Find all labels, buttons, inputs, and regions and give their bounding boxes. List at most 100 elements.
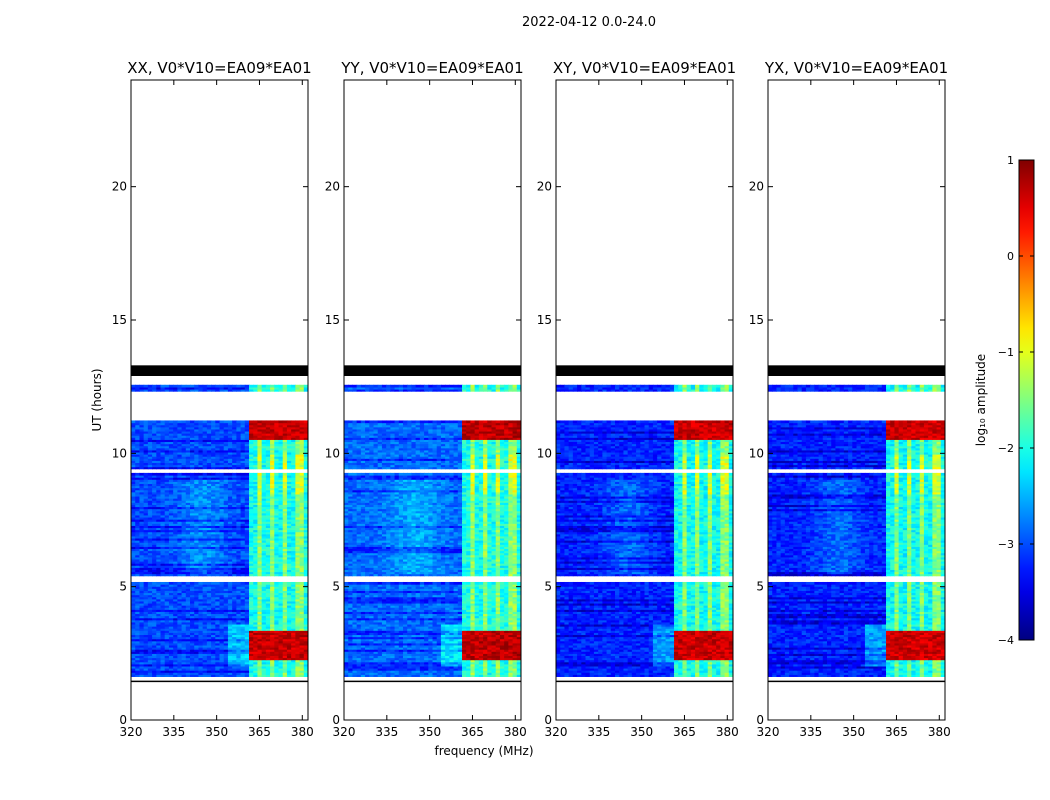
data-cell — [177, 611, 183, 615]
data-cell — [202, 592, 208, 596]
data-cell — [135, 550, 141, 554]
data-cell — [194, 642, 200, 646]
data-cell — [236, 430, 242, 434]
data-cell — [202, 569, 208, 573]
data-cell — [181, 537, 187, 541]
data-cell — [152, 485, 157, 489]
data-cell — [168, 472, 174, 476]
data-cell — [253, 558, 259, 562]
data-cell — [168, 514, 174, 518]
data-cell — [278, 424, 284, 428]
data-cell — [278, 653, 284, 656]
data-cell — [270, 422, 275, 426]
data-cell — [282, 508, 288, 512]
data-cell — [244, 472, 250, 476]
data-cell — [147, 491, 153, 495]
data-cell — [265, 512, 271, 516]
data-cell — [202, 561, 208, 564]
data-cell — [257, 435, 263, 438]
data-cell — [190, 479, 195, 482]
data-cell — [139, 533, 145, 537]
data-cell — [190, 584, 195, 587]
data-cell — [291, 535, 296, 539]
data-cell — [206, 426, 212, 430]
data-cell — [253, 550, 259, 554]
data-cell — [215, 556, 221, 560]
data-cell — [270, 481, 275, 484]
data-cell — [173, 613, 178, 617]
data-cell — [202, 386, 208, 390]
data-cell — [232, 590, 237, 594]
data-cell — [249, 537, 254, 541]
data-cell — [198, 519, 204, 522]
data-cell — [253, 655, 259, 659]
data-cell — [190, 632, 195, 636]
data-cell — [164, 466, 170, 470]
data-cell — [286, 634, 292, 638]
data-cell — [282, 642, 288, 646]
data-cell — [206, 540, 212, 543]
data-cell — [194, 519, 200, 522]
data-cell — [249, 500, 254, 503]
data-cell — [215, 500, 221, 503]
data-cell — [236, 552, 242, 556]
data-cell — [168, 495, 174, 499]
data-cell — [177, 388, 183, 392]
data-cell — [215, 573, 221, 577]
data-cell — [278, 609, 284, 612]
data-cell — [190, 674, 195, 677]
data-cell — [261, 590, 267, 594]
data-cell — [173, 609, 178, 612]
data-cell — [236, 563, 242, 566]
data-cell — [249, 519, 254, 522]
data-cell — [236, 460, 242, 463]
data-cell — [278, 426, 284, 430]
data-cell — [295, 590, 301, 594]
data-cell — [194, 426, 200, 430]
data-cell — [223, 602, 229, 606]
data-cell — [244, 439, 250, 443]
data-cell — [206, 462, 212, 466]
data-cell — [198, 456, 204, 459]
data-cell — [206, 527, 212, 531]
data-cell — [295, 556, 301, 560]
data-cell — [291, 445, 296, 449]
data-cell — [223, 657, 229, 661]
data-cell — [265, 628, 271, 631]
data-cell — [215, 586, 221, 589]
data-cell — [194, 474, 200, 478]
data-cell — [194, 594, 200, 598]
data-cell — [286, 479, 292, 482]
data-cell — [190, 443, 195, 447]
data-cell — [147, 435, 153, 438]
data-cell — [202, 623, 208, 627]
data-cell — [291, 422, 296, 426]
data-cell — [215, 659, 221, 663]
data-cell — [244, 561, 250, 564]
data-cell — [152, 386, 157, 390]
data-cell — [206, 451, 212, 455]
data-cell — [185, 571, 191, 575]
data-cell — [286, 672, 292, 675]
data-cell — [143, 609, 149, 612]
data-cell — [291, 537, 296, 541]
data-cell — [164, 510, 170, 514]
data-cell — [194, 632, 200, 636]
data-cell — [286, 674, 292, 677]
data-cell — [236, 537, 242, 541]
data-cell — [257, 602, 263, 606]
data-cell — [177, 495, 183, 499]
data-cell — [257, 445, 263, 449]
data-cell — [173, 667, 178, 671]
data-cell — [303, 437, 308, 440]
data-cell — [139, 594, 145, 598]
data-cell — [257, 590, 263, 594]
data-cell — [282, 477, 288, 480]
data-cell — [173, 653, 178, 656]
data-cell — [219, 437, 225, 440]
data-cell — [152, 533, 157, 537]
data-cell — [168, 516, 174, 520]
data-cell — [143, 659, 149, 663]
data-cell — [244, 584, 250, 587]
data-cell — [173, 630, 178, 633]
